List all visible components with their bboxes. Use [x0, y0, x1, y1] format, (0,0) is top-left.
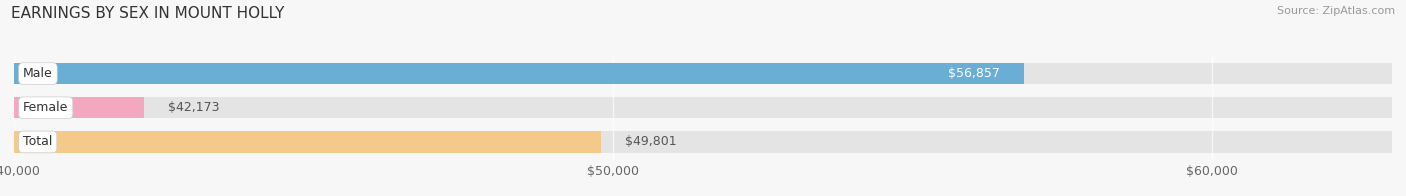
Bar — [14, 63, 1024, 84]
Text: $42,173: $42,173 — [169, 101, 219, 114]
Bar — [14, 131, 1392, 152]
Bar — [14, 63, 1392, 84]
Text: Source: ZipAtlas.com: Source: ZipAtlas.com — [1277, 6, 1395, 16]
Text: Male: Male — [22, 67, 53, 80]
Bar — [14, 97, 1392, 118]
Text: $56,857: $56,857 — [948, 67, 1000, 80]
Bar — [14, 97, 145, 118]
Text: Female: Female — [22, 101, 69, 114]
Bar — [14, 131, 602, 152]
Text: $49,801: $49,801 — [626, 135, 676, 148]
Text: Total: Total — [22, 135, 52, 148]
Text: EARNINGS BY SEX IN MOUNT HOLLY: EARNINGS BY SEX IN MOUNT HOLLY — [11, 6, 284, 21]
